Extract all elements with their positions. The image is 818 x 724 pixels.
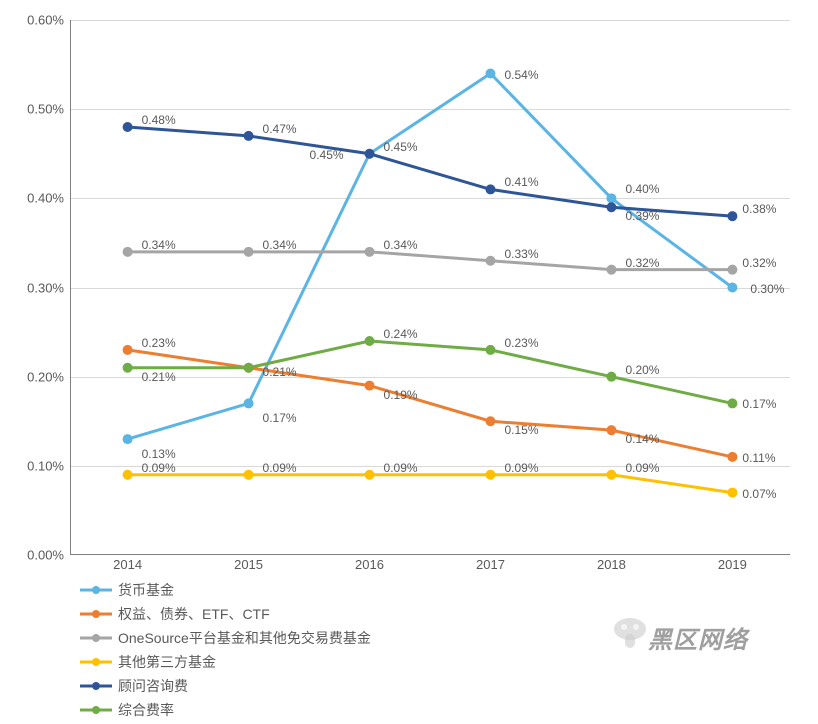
y-tick-label: 0.10% <box>0 458 64 473</box>
y-tick-label: 0.60% <box>0 13 64 28</box>
x-tick-label: 2017 <box>476 557 505 572</box>
line-chart: 0.00% 0.10% 0.20% 0.30% 0.40% 0.50% 0.60% 2014… <box>0 0 818 660</box>
data-label: 0.11% <box>742 451 775 465</box>
legend-item-equity_bond_etf_ctf: 权益、债券、ETF、CTF <box>80 604 435 624</box>
data-label: 0.45% <box>384 140 418 154</box>
data-label: 0.47% <box>263 122 297 136</box>
x-tick-label: 2018 <box>597 557 626 572</box>
data-label: 0.32% <box>742 256 776 270</box>
data-label: 0.23% <box>142 336 176 350</box>
legend-swatch <box>80 607 112 621</box>
watermark-icon <box>610 614 650 654</box>
data-label: 0.30% <box>750 282 784 296</box>
x-tick-label: 2019 <box>718 557 747 572</box>
data-label: 0.17% <box>742 397 776 411</box>
legend-label: OneSource平台基金和其他免交易费基金 <box>118 628 371 648</box>
legend-label: 权益、债券、ETF、CTF <box>118 604 270 624</box>
y-tick-label: 0.40% <box>0 191 64 206</box>
y-tick-label: 0.50% <box>0 102 64 117</box>
x-tick-label: 2014 <box>113 557 142 572</box>
watermark-text: 黑区网络 <box>648 620 748 655</box>
x-tick-label: 2016 <box>355 557 384 572</box>
legend-item-money_fund: 货币基金 <box>80 580 435 600</box>
legend-label: 顾问咨询费 <box>118 676 188 696</box>
data-label: 0.09% <box>142 461 176 475</box>
data-label: 0.45% <box>310 148 344 162</box>
data-label: 0.09% <box>504 461 538 475</box>
data-label: 0.34% <box>142 238 176 252</box>
legend-label: 其他第三方基金 <box>118 652 216 672</box>
data-label: 0.19% <box>384 388 418 402</box>
legend-item-onesource: OneSource平台基金和其他免交易费基金 <box>80 628 435 648</box>
legend-swatch <box>80 655 112 669</box>
y-tick-label: 0.30% <box>0 280 64 295</box>
data-label: 0.54% <box>504 68 538 82</box>
data-label: 0.24% <box>384 327 418 341</box>
data-label: 0.38% <box>742 202 776 216</box>
data-label: 0.17% <box>263 411 297 425</box>
data-label: 0.13% <box>142 447 176 461</box>
legend-item-blended_fee: 综合费率 <box>80 700 435 720</box>
data-label: 0.21% <box>142 370 176 384</box>
data-label: 0.41% <box>504 175 538 189</box>
y-tick-label: 0.20% <box>0 369 64 384</box>
legend-item-advisor_fee: 顾问咨询费 <box>80 676 435 696</box>
data-label: 0.21% <box>263 365 297 379</box>
legend-label: 综合费率 <box>118 700 174 720</box>
data-label: 0.34% <box>384 238 418 252</box>
data-label: 0.09% <box>384 461 418 475</box>
data-label: 0.34% <box>263 238 297 252</box>
legend-swatch <box>80 583 112 597</box>
data-label: 0.14% <box>625 432 659 446</box>
data-label: 0.48% <box>142 113 176 127</box>
data-label: 0.23% <box>504 336 538 350</box>
data-label: 0.39% <box>625 209 659 223</box>
data-label: 0.09% <box>625 461 659 475</box>
data-label: 0.09% <box>263 461 297 475</box>
data-label: 0.40% <box>625 182 659 196</box>
legend-swatch <box>80 631 112 645</box>
legend-swatch <box>80 703 112 717</box>
data-label: 0.15% <box>504 423 538 437</box>
legend-label: 货币基金 <box>118 580 174 600</box>
data-label: 0.33% <box>504 247 538 261</box>
data-label: 0.32% <box>625 256 659 270</box>
legend-item-other_third_party: 其他第三方基金 <box>80 652 435 672</box>
data-label: 0.20% <box>625 363 659 377</box>
x-tick-label: 2015 <box>234 557 263 572</box>
data-label: 0.07% <box>742 487 776 501</box>
y-tick-label: 0.00% <box>0 548 64 563</box>
plot-area <box>70 20 790 555</box>
legend-swatch <box>80 679 112 693</box>
